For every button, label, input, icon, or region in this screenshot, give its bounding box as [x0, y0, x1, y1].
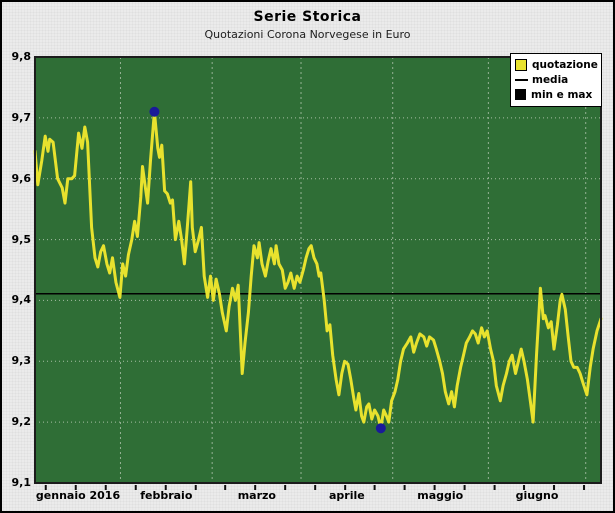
y-axis-label: 9,1 [11, 476, 32, 489]
x-axis-month-label: giugno [515, 489, 559, 502]
minmax-swatch-icon [515, 89, 526, 100]
x-axis-month-label: febbraio [140, 489, 193, 502]
y-axis-label: 9,7 [11, 110, 32, 124]
plot-border [34, 56, 602, 484]
minmax-dot [375, 423, 386, 434]
x-axis-month-label: gennaio 2016 [35, 489, 121, 502]
legend-label: quotazione [532, 58, 598, 71]
x-axis-month-label: marzo [237, 489, 276, 502]
y-axis-label: 9,5 [11, 232, 32, 246]
y-axis-label: 9,6 [11, 171, 32, 185]
media-line-icon [515, 78, 528, 81]
minmax-dot [149, 106, 160, 117]
x-axis-month-label: aprile [328, 489, 365, 502]
legend-label: min e max [531, 88, 593, 101]
legend-item-media: media [515, 72, 597, 87]
chart-title: Serie Storica [253, 9, 362, 25]
y-axis-label: 9,3 [11, 354, 32, 368]
y-axis-label: 9,4 [11, 293, 32, 307]
x-axis-month-label: maggio [417, 489, 464, 502]
legend-item-quotazione: quotazione [515, 57, 598, 72]
quote-swatch-icon [515, 58, 527, 71]
y-axis-label: 9,2 [11, 415, 32, 429]
y-axis-label: 9,8 [11, 50, 32, 63]
legend-label: media [532, 73, 569, 86]
quotazione-line [33, 110, 603, 430]
chart-subtitle: Quotazioni Corona Norvegese in Euro [204, 28, 411, 41]
legend: quotazione media min e max [510, 53, 602, 107]
legend-item-minmax: min e max [515, 87, 597, 102]
